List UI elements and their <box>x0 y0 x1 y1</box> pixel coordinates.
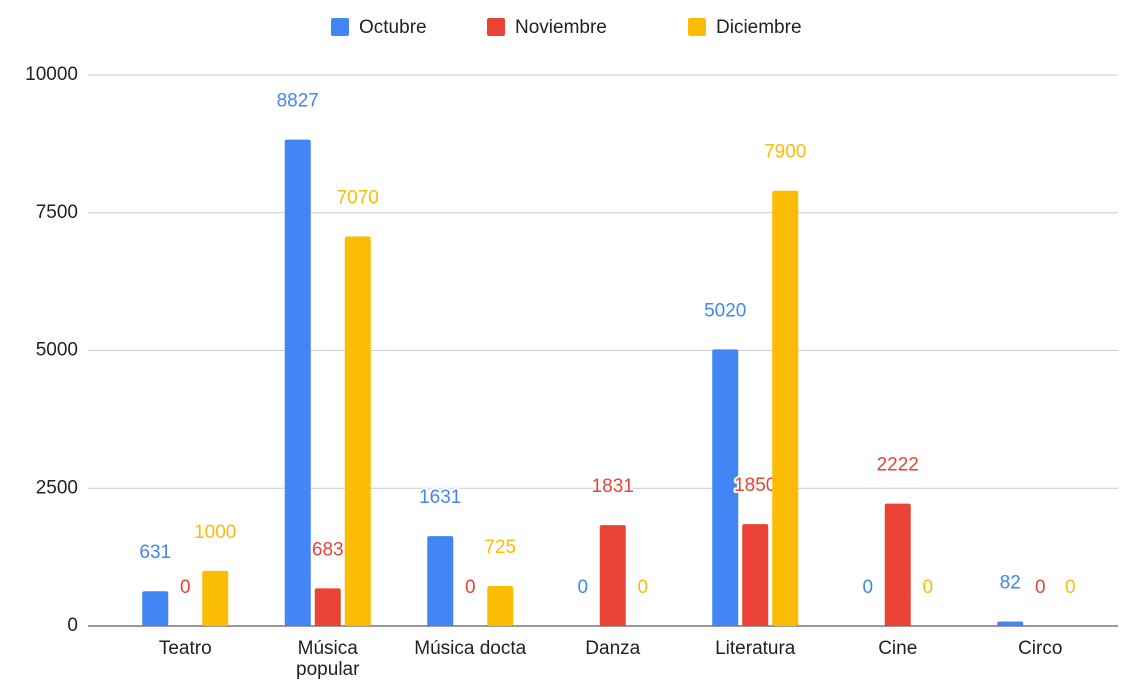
bar <box>997 621 1024 626</box>
x-tick-label: Cine <box>878 638 918 659</box>
bar <box>202 570 229 626</box>
y-tick-label: 7500 <box>36 202 78 223</box>
x-tick-label: Música popular <box>296 638 360 680</box>
value-label: 82 <box>1000 572 1021 593</box>
value-label: 7070 <box>337 187 379 208</box>
y-tick-label: 2500 <box>36 477 78 498</box>
bar <box>599 525 626 626</box>
bar <box>487 586 514 626</box>
bar <box>772 190 799 626</box>
legend-label: Noviembre <box>515 17 607 38</box>
value-label: 0 <box>862 577 873 598</box>
value-label: 1000 <box>194 522 236 543</box>
value-label: 0 <box>1065 577 1076 598</box>
y-tick-label: 10000 <box>25 64 78 85</box>
value-label: 7900 <box>764 142 806 163</box>
x-tick-label: Literatura <box>715 638 796 659</box>
y-tick-label: 0 <box>67 615 78 636</box>
value-label: 2222 <box>877 455 919 476</box>
value-label: 0 <box>465 577 476 598</box>
value-label: 8827 <box>277 91 319 112</box>
x-tick-label: Teatro <box>158 638 212 659</box>
value-label: 0 <box>577 577 588 598</box>
x-tick-label: Danza <box>585 638 641 659</box>
y-tick-label: 5000 <box>36 340 78 361</box>
bar <box>742 524 769 626</box>
bar <box>284 139 311 626</box>
value-label: 0 <box>180 577 191 598</box>
value-label: 1631 <box>419 487 461 508</box>
x-tick-label: Circo <box>1018 638 1063 659</box>
legend-swatch <box>688 18 706 36</box>
value-label: 1850 <box>734 475 776 496</box>
value-label: 683 <box>312 539 344 560</box>
bar <box>142 591 169 626</box>
legend-swatch <box>487 18 505 36</box>
value-label: 725 <box>484 537 516 558</box>
legend-label: Diciembre <box>716 17 802 38</box>
value-label: 1831 <box>592 476 634 497</box>
x-tick-label: Música docta <box>414 638 527 659</box>
value-label: 5020 <box>704 300 746 321</box>
legend-swatch <box>331 18 349 36</box>
value-label: 631 <box>139 542 171 563</box>
value-label: 0 <box>637 577 648 598</box>
value-label: 0 <box>1035 577 1046 598</box>
bar <box>884 503 911 626</box>
value-label: 0 <box>922 577 933 598</box>
bar <box>427 536 454 626</box>
bar <box>712 349 739 626</box>
bar <box>344 236 371 626</box>
legend-label: Octubre <box>359 17 427 38</box>
bar <box>314 588 341 626</box>
